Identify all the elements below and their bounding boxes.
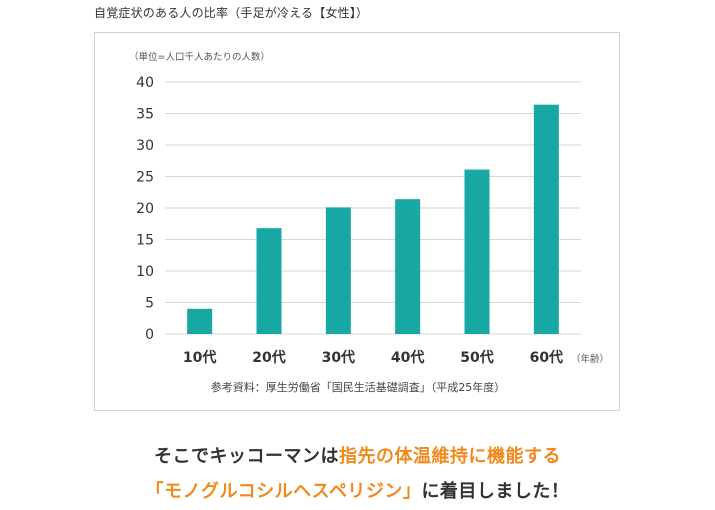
bar-10代: [187, 308, 213, 334]
unit-label: （単位=人口千人あたりの人数）: [129, 51, 270, 63]
y-tick-label: 40: [136, 75, 154, 91]
y-tick-label: 15: [136, 233, 154, 249]
y-tick-label: 10: [136, 264, 154, 280]
headline-line-2: 「モノグルコシルヘスペリジン」に着目しました！: [0, 477, 715, 503]
bars: [187, 104, 559, 335]
bar-20代: [256, 228, 282, 334]
bar-50代: [464, 169, 490, 334]
y-axis-ticks: 0 5 10 15 20 25 30 35 40: [136, 75, 154, 343]
headline-line-2-part-1: 「モノグルコシルヘスペリジン」: [145, 481, 422, 502]
x-tick-label: 50代: [460, 349, 493, 366]
headline-line-1-part-2: 指先の体温維持に機能する: [339, 446, 561, 467]
x-tick-label: 40代: [391, 349, 424, 366]
y-tick-label: 5: [145, 296, 154, 312]
y-tick-label: 25: [136, 170, 154, 186]
headline-line-1-part-1: そこでキッコーマンは: [154, 446, 339, 467]
x-tick-label: 30代: [322, 349, 355, 366]
y-tick-label: 35: [136, 107, 154, 123]
bar-40代: [395, 199, 421, 334]
x-tick-label: 20代: [252, 349, 285, 366]
x-tick-label: 10代: [183, 349, 216, 366]
x-unit-label: （年齢）: [571, 353, 609, 365]
bar-30代: [325, 207, 351, 334]
headline-line-1: そこでキッコーマンは指先の体温維持に機能する: [0, 442, 715, 468]
y-tick-label: 20: [136, 201, 154, 217]
chart-title: 自覚症状のある人の比率（手足が冷える【女性】）: [94, 6, 369, 20]
headline-line-2-part-2: に着目しました！: [421, 481, 570, 502]
bar-chart: （単位=人口千人あたりの人数） 0 5 10 15 20 25 30 35 40 10代 20代 3…: [129, 51, 609, 394]
bar-60代: [533, 104, 559, 335]
x-axis-ticks: 10代 20代 30代 40代 50代 60代: [183, 349, 563, 366]
chart-frame: （単位=人口千人あたりの人数） 0 5 10 15 20 25 30 35 40 10代 20代 3…: [94, 32, 620, 411]
y-tick-label: 0: [145, 327, 154, 343]
y-tick-label: 30: [136, 138, 154, 154]
source-note: 参考資料：厚生労働省「国民生活基礎調査」（平成25年度）: [211, 380, 506, 394]
x-tick-label: 60代: [530, 349, 563, 366]
grid-lines: [165, 81, 581, 335]
